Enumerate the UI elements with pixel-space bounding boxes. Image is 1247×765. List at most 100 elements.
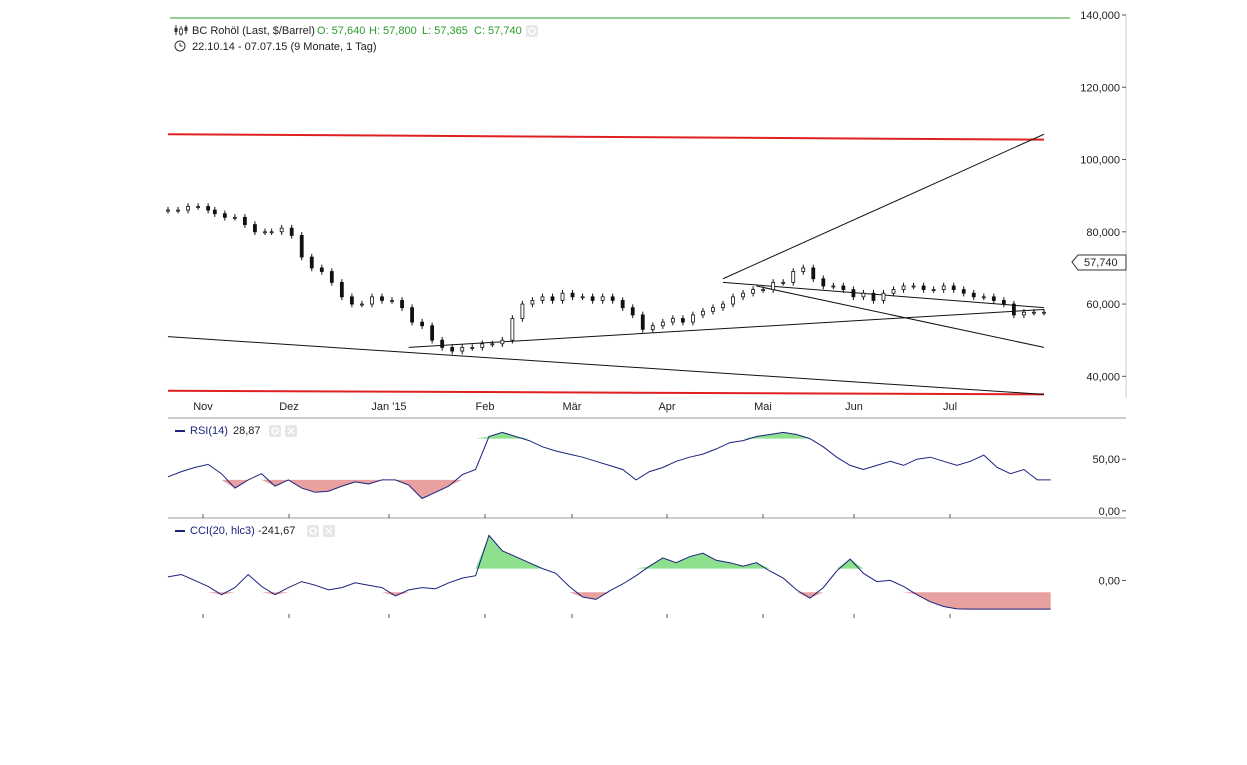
month-tick-label: Nov (193, 401, 213, 413)
month-tick-label: Mär (563, 401, 582, 413)
last-value-marker: 57,740 (1071, 254, 1127, 271)
candle-body (650, 325, 655, 330)
candle-body (269, 231, 274, 234)
candle-body (791, 271, 796, 283)
candle-body (222, 213, 227, 218)
candle-body (339, 281, 344, 298)
candle-body (206, 206, 211, 211)
candle-body (1032, 311, 1036, 314)
ohlc-close: C: 57,740 (474, 25, 522, 37)
candle-body (961, 289, 966, 294)
rsi-oversold-fill (168, 479, 1051, 499)
support-resistance-lines (167, 133, 1044, 396)
candle-body (232, 216, 237, 219)
close-icon[interactable] (285, 425, 297, 437)
price-y-axis: 140,000 120,000 100,000 80,000 60,000 40,000 (1080, 10, 1126, 383)
candle-body (253, 224, 257, 233)
candle-body (731, 296, 735, 305)
candle-body (711, 307, 715, 312)
rsi-legend-value: 28,87 (233, 425, 261, 437)
trendline (167, 336, 1045, 395)
month-tick-label: Feb (476, 401, 495, 413)
candle-body (430, 325, 435, 341)
candle-body (600, 296, 605, 301)
clock-icon (174, 40, 186, 52)
candle-body (941, 285, 946, 291)
candle-body (510, 318, 515, 341)
month-tick-label: Dez (279, 401, 299, 413)
price-y-tick-label: 120,000 (1080, 82, 1120, 94)
month-tick-label: Mai (754, 401, 772, 413)
cci-band-fills (168, 535, 1051, 610)
cci-y-tick-label: 0,00 (1099, 575, 1120, 587)
candle-body (520, 303, 525, 319)
trendline (756, 285, 1045, 348)
trendline (722, 133, 1045, 280)
rsi-legend-title: RSI(14) (190, 425, 228, 437)
candle-body (691, 314, 695, 323)
cci-legend-title: CCI(20, hlc3) (190, 525, 255, 537)
price-y-tick-label: 140,000 (1080, 10, 1120, 22)
candle-body (176, 209, 180, 212)
cci-overbought-fill (168, 535, 1051, 569)
price-y-tick-label: 100,000 (1080, 155, 1120, 167)
candle-body (460, 347, 465, 352)
price-y-tick-label: 40,000 (1086, 371, 1120, 383)
gear-icon[interactable] (526, 25, 538, 37)
gear-icon[interactable] (269, 425, 281, 437)
candle-body (901, 285, 906, 291)
gear-icon[interactable] (307, 525, 319, 537)
candle-body (871, 292, 876, 301)
candle-body (1042, 311, 1046, 314)
candle-body (570, 292, 575, 298)
candle-body (370, 296, 374, 305)
ohlc-high: H: 57,800 (369, 25, 417, 37)
candle-body (470, 347, 475, 349)
candle-body (931, 289, 936, 292)
instrument-title: BC Rohöl (Last, $/Barrel) (192, 25, 315, 37)
candle-body (500, 339, 505, 345)
candle-body (660, 321, 665, 327)
close-icon[interactable] (323, 525, 335, 537)
rsi-y-tick-label: 50,00 (1092, 454, 1120, 466)
rsi-series-line (167, 431, 1051, 500)
candle-body (196, 206, 200, 208)
candle-body (390, 300, 394, 302)
month-tick-label: Apr (658, 401, 675, 413)
candle-body (841, 285, 846, 291)
candle-body (821, 278, 826, 287)
support-resistance-line (167, 389, 1044, 396)
candle-body (490, 343, 495, 346)
candle-body (640, 314, 645, 330)
ohlc-low: L: 57,365 (422, 25, 468, 37)
candle-body (881, 292, 886, 301)
candle-body (1001, 300, 1006, 305)
candle-body (721, 303, 725, 309)
candle-body (741, 292, 745, 298)
candle-body (550, 296, 555, 301)
candle-body (670, 318, 675, 323)
candle-body (380, 296, 384, 301)
candle-body (761, 289, 766, 292)
candle-body (319, 267, 324, 272)
candle-body (911, 285, 916, 288)
price-y-tick-label: 60,000 (1086, 299, 1120, 311)
trendline (408, 308, 1045, 348)
candle-body (410, 307, 414, 323)
rsi-panel: 50,00 0,00 RSI(14) 28,87 (167, 425, 1126, 519)
cci-oversold-fill (168, 592, 1051, 610)
candle-body (851, 289, 856, 298)
candle-body (610, 296, 615, 301)
candle-body (831, 285, 836, 288)
last-value-label: 57,740 (1084, 257, 1118, 269)
candle-body (279, 227, 284, 233)
support-resistance-line (167, 133, 1044, 141)
candle-body (450, 347, 455, 352)
candle-body (186, 206, 190, 211)
candle-body (212, 209, 217, 215)
candle-body (1011, 303, 1016, 316)
cci-panel: 0,00 CCI(20, hlc3) -241,67 (167, 525, 1126, 618)
rsi-x-ticks (202, 514, 951, 518)
